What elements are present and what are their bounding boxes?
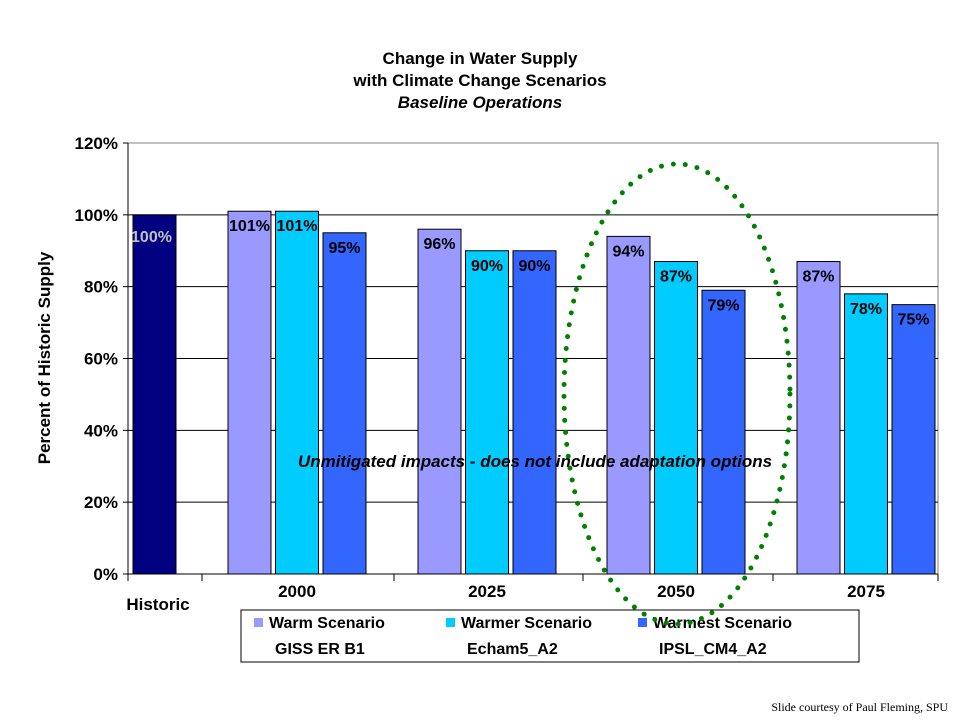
bar-data-label: 101% — [277, 218, 318, 235]
x-tick-label: 2000 — [278, 582, 316, 601]
legend-swatch — [254, 618, 263, 627]
legend-label: Warm Scenario — [269, 615, 385, 632]
bar — [606, 235, 651, 575]
annotation-text: Unmitigated impacts - does not include a… — [298, 452, 772, 471]
y-tick-label: 40% — [84, 421, 118, 440]
y-tick-label: 80% — [84, 278, 118, 297]
x-tick-label: 2025 — [468, 582, 506, 601]
bar-data-label: 94% — [612, 243, 644, 260]
y-tick-label: 60% — [84, 350, 118, 369]
bar — [844, 293, 888, 575]
bar — [275, 210, 319, 575]
chart-title: Change in Water Supply with Climate Chan… — [230, 48, 730, 114]
bar-data-label: 79% — [707, 297, 739, 314]
legend-swatch — [638, 618, 647, 627]
bar — [701, 289, 746, 575]
y-tick-label: 0% — [93, 565, 118, 584]
y-axis-title: Percent of Historic Supply — [35, 251, 54, 464]
historic-bar — [132, 214, 177, 575]
bar-data-label: 96% — [423, 236, 455, 253]
legend-label: Warmest Scenario — [653, 615, 792, 632]
y-tick-label: 100% — [75, 206, 118, 225]
historic-x-label: Historic — [126, 595, 189, 614]
highlight-ellipse — [561, 161, 793, 627]
bar-data-label: 75% — [897, 312, 929, 329]
bar — [417, 228, 462, 575]
y-tick-label: 120% — [75, 134, 118, 153]
x-tick-label: 2075 — [847, 582, 885, 601]
bar-data-label: 95% — [328, 240, 360, 257]
bar — [322, 232, 367, 575]
legend-model-label: Echam5_A2 — [467, 641, 558, 658]
bar — [796, 261, 841, 575]
bar — [891, 304, 936, 575]
bar-data-label: 90% — [471, 258, 503, 275]
legend-label: Warmer Scenario — [461, 615, 592, 632]
bar-data-label: 87% — [802, 269, 834, 286]
legend: Warm Scenario GISS ER B1 Warmer Scenario Ec… — [240, 609, 860, 663]
bar-data-label: 78% — [850, 301, 882, 318]
y-tick-label: 20% — [84, 493, 118, 512]
legend-model-label: IPSL_CM4_A2 — [659, 641, 767, 658]
bar — [512, 250, 557, 575]
slide-credit: Slide courtesy of Paul Fleming, SPU — [771, 700, 948, 714]
bar-data-label: 90% — [518, 258, 550, 275]
x-tick-label: 2050 — [657, 582, 695, 601]
bar — [465, 250, 509, 575]
historic-data-label: 100% — [131, 229, 172, 246]
bar-data-label: 87% — [660, 269, 692, 286]
bar — [654, 261, 698, 575]
bar — [227, 210, 272, 575]
legend-model-label: GISS ER B1 — [275, 641, 365, 658]
legend-swatch — [446, 618, 455, 627]
title-line-2: with Climate Change Scenarios — [353, 71, 607, 90]
title-line-1: Change in Water Supply — [382, 49, 578, 68]
title-line-3: Baseline Operations — [397, 93, 563, 112]
bar-data-label: 101% — [229, 218, 270, 235]
legend-box — [240, 609, 860, 663]
